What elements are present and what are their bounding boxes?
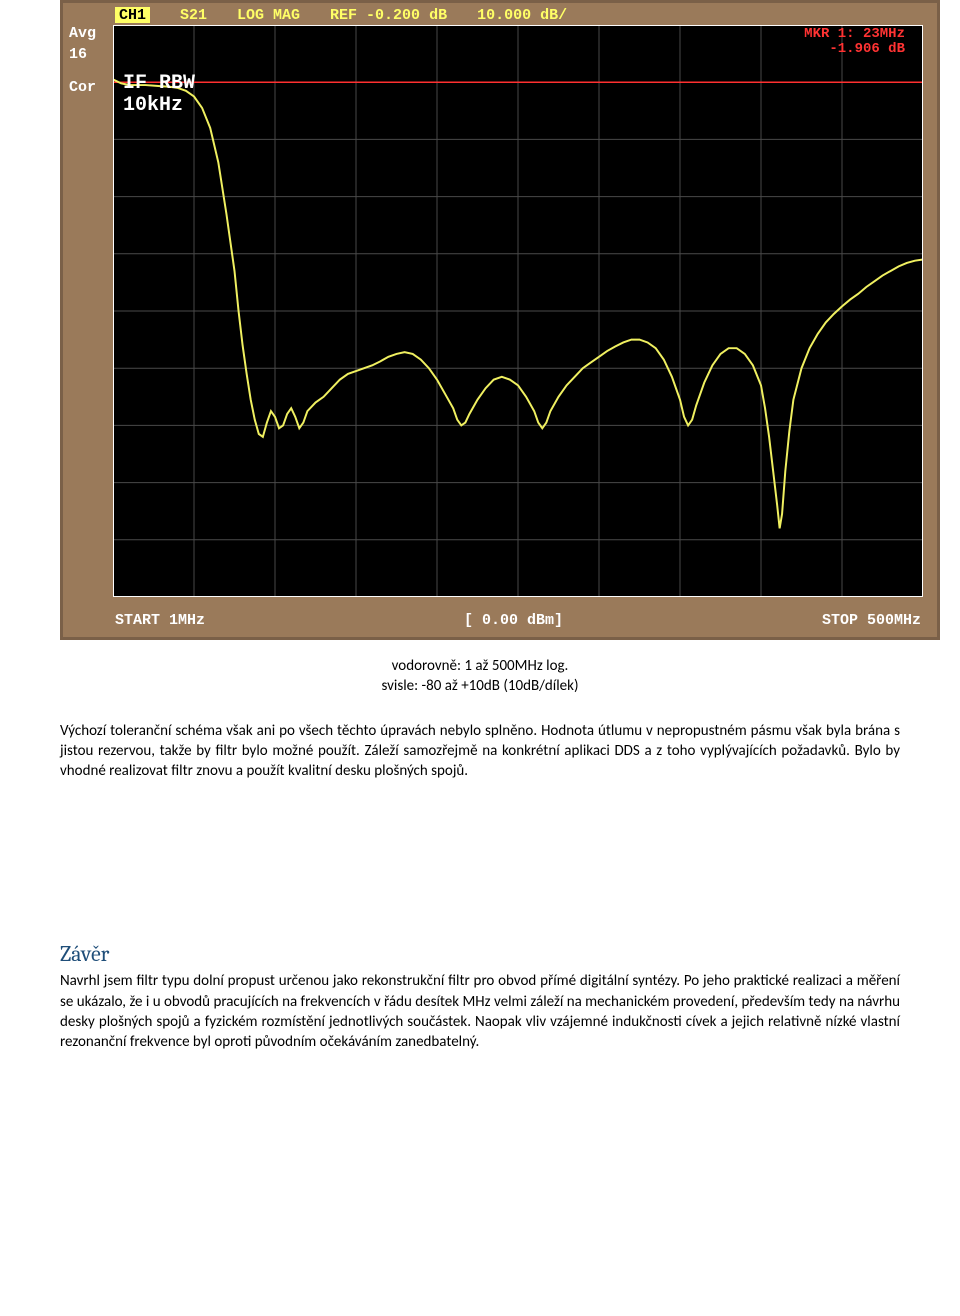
if-rbw-label: IF RBW 10kHz: [123, 73, 195, 117]
format-label: LOG MAG: [237, 7, 300, 23]
conclusion-heading: Závěr: [60, 941, 900, 967]
caption-line1: vodorovně: 1 až 500MHz log.: [392, 657, 569, 675]
analyzer-bottombar: START 1MHz [ 0.00 dBm] STOP 500MHz: [115, 612, 921, 629]
paragraph-1: Výchozí toleranční schéma však ani po vš…: [60, 721, 900, 782]
paragraph-2: Navrhl jsem filtr typu dolní propust urč…: [60, 971, 900, 1052]
network-analyzer-screenshot: CH1 S21 LOG MAG REF -0.200 dB 10.000 dB/…: [60, 0, 940, 640]
analyzer-topbar: CH1 S21 LOG MAG REF -0.200 dB 10.000 dB/: [115, 7, 921, 23]
scale-label: 10.000 dB/: [477, 7, 567, 23]
cor-label: Cor: [69, 79, 109, 96]
marker-readout: MKR 1: 23MHz -1.906 dB: [804, 27, 905, 57]
caption-line2: svisle: -80 až +10dB (10dB/dílek): [381, 677, 578, 695]
analyzer-plot-area: MKR 1: 23MHz -1.906 dB IF RBW 10kHz: [113, 25, 923, 597]
s-parameter-label: S21: [180, 7, 207, 23]
power-label: [ 0.00 dBm]: [464, 612, 563, 629]
marker-line2: -1.906 dB: [804, 42, 905, 57]
avg-count: 16: [69, 46, 109, 63]
analyzer-svg: [113, 25, 923, 597]
channel-label: CH1: [115, 7, 150, 23]
analyzer-sidebar: Avg 16 Cor: [69, 25, 109, 100]
avg-label: Avg: [69, 25, 109, 42]
ref-label: REF -0.200 dB: [330, 7, 447, 23]
figure-caption: vodorovně: 1 až 500MHz log. svisle: -80 …: [60, 656, 900, 697]
start-freq-label: START 1MHz: [115, 612, 205, 629]
marker-line1: MKR 1: 23MHz: [804, 27, 905, 42]
stop-freq-label: STOP 500MHz: [822, 612, 921, 629]
